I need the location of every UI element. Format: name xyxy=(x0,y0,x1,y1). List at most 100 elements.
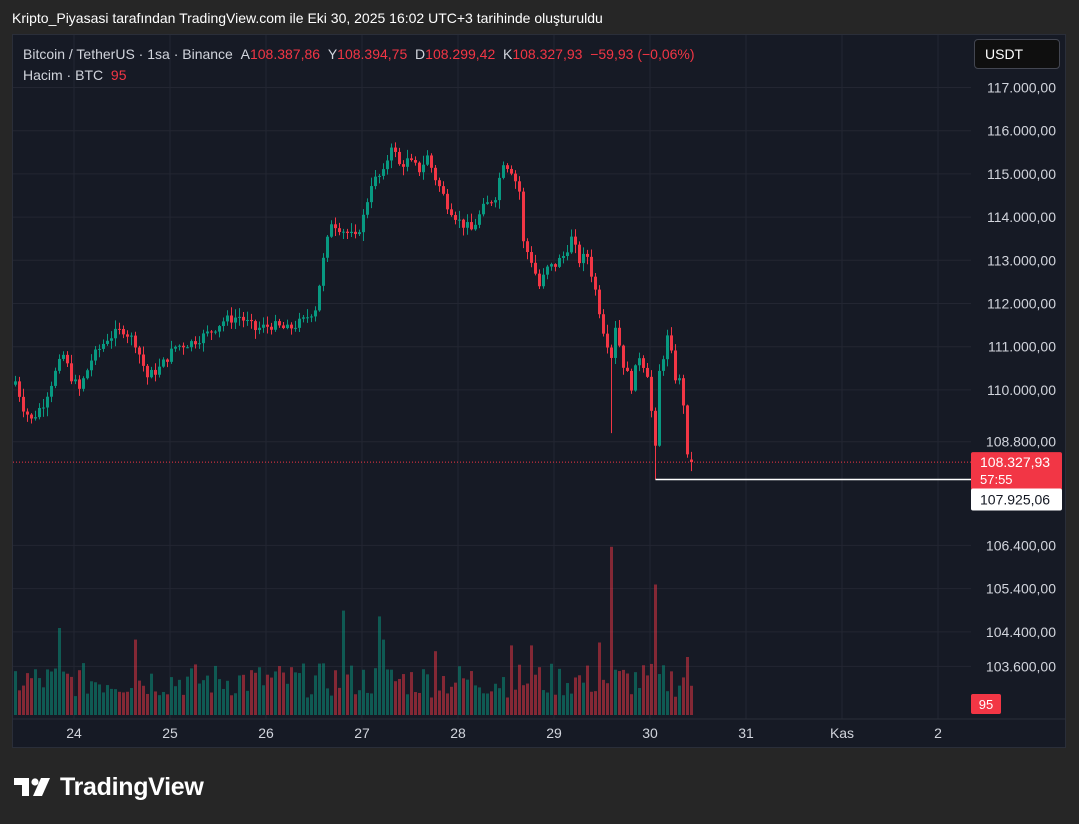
candle-body xyxy=(650,376,653,411)
volume-value: 95 xyxy=(110,67,127,83)
symbol-title[interactable]: Bitcoin / TetherUS · 1sa · Binance xyxy=(23,46,233,62)
chart-panel[interactable]: 117.000,00 116.000,00 115.000,00 114.000,00… xyxy=(12,34,1066,748)
volume-bar xyxy=(270,677,273,715)
candle-body xyxy=(342,231,345,233)
volume-bar xyxy=(294,672,297,715)
volume-bar xyxy=(102,692,105,715)
candle-body xyxy=(18,381,21,397)
volume-bar xyxy=(46,669,49,715)
candle-body xyxy=(86,370,89,379)
candle-body xyxy=(230,315,233,323)
volume-bar xyxy=(418,692,421,715)
volume-bar xyxy=(230,695,233,715)
volume-bar xyxy=(630,694,633,715)
tradingview-icon xyxy=(14,778,50,796)
volume-bar xyxy=(218,679,221,715)
candle-body xyxy=(666,335,669,360)
candle-body xyxy=(586,253,589,257)
marked-level-badge xyxy=(971,488,1062,511)
volume-legend: Hacim · BTC 95 xyxy=(23,67,126,83)
candle-body xyxy=(226,315,229,322)
candle-body xyxy=(214,331,217,333)
candle-body xyxy=(58,358,61,371)
volume-bar xyxy=(254,672,257,715)
volume-bar xyxy=(350,665,353,715)
volume-bar xyxy=(518,664,521,715)
candle-body xyxy=(70,363,73,382)
candle-body xyxy=(498,177,501,201)
volume-bar xyxy=(162,691,165,715)
price-tick-label: 111.000,00 xyxy=(988,339,1056,355)
volume-bar xyxy=(442,676,445,715)
candle-body xyxy=(610,347,613,358)
candle-body xyxy=(654,410,657,446)
volume-bar xyxy=(510,645,513,715)
candle-body xyxy=(126,334,129,337)
candle-body xyxy=(142,354,145,366)
candle-body xyxy=(490,202,493,204)
volume-bar xyxy=(606,683,609,715)
last-price-badge xyxy=(971,452,1062,491)
volume-bar xyxy=(210,692,213,715)
price-tick-label: 114.000,00 xyxy=(987,209,1056,225)
volume-bar xyxy=(106,685,109,715)
candle-body xyxy=(382,169,385,176)
candle-body xyxy=(350,231,353,234)
volume-bar xyxy=(238,675,241,715)
volume-bar xyxy=(246,690,249,715)
candle-body xyxy=(62,354,65,359)
candle-body xyxy=(206,331,209,334)
volume-bar xyxy=(558,668,561,715)
price-tick-label: 108.800,00 xyxy=(986,434,1056,450)
price-tick-label: 116.000,00 xyxy=(987,123,1056,139)
candle-body xyxy=(506,165,509,169)
candle-body xyxy=(30,414,33,419)
volume-bar xyxy=(538,667,541,715)
volume-bar xyxy=(314,675,317,715)
volume-bar xyxy=(674,696,677,715)
volume-bar xyxy=(142,685,145,715)
time-tick-label: Kas xyxy=(830,725,854,741)
volume-bar xyxy=(30,678,33,715)
volume-bar xyxy=(434,651,437,715)
candle-body xyxy=(626,367,629,371)
volume-bar xyxy=(474,685,477,715)
volume-bar xyxy=(110,688,113,715)
volume-bar xyxy=(610,546,613,715)
candle-body xyxy=(470,222,473,230)
volume-label[interactable]: Hacim · BTC xyxy=(23,67,104,83)
volume-bar xyxy=(338,687,341,715)
volume-bar xyxy=(334,670,337,715)
candle-body xyxy=(618,327,621,346)
price-tick-label: 117.000,00 xyxy=(987,80,1056,96)
volume-bar xyxy=(282,672,285,715)
candle-body xyxy=(438,180,441,187)
candle-body xyxy=(522,191,525,242)
candle-body xyxy=(562,256,565,258)
time-tick-label: 25 xyxy=(162,725,178,741)
candle-body xyxy=(358,232,361,235)
close-value: 108.327,93 xyxy=(512,46,583,62)
currency-button[interactable]: USDT xyxy=(974,39,1060,69)
volume-bar xyxy=(134,639,137,715)
volume-bar xyxy=(354,694,357,715)
candle-body xyxy=(254,321,257,331)
volume-bar xyxy=(226,680,229,715)
price-tick-label: 106.400,00 xyxy=(986,537,1056,553)
volume-bar xyxy=(74,696,77,715)
volume-bar xyxy=(66,673,69,715)
candle-body xyxy=(326,236,329,258)
candle-body xyxy=(482,203,485,215)
chart-caption: Kripto_Piyasasi tarafından TradingView.c… xyxy=(12,10,603,26)
time-tick-label: 26 xyxy=(258,725,274,741)
price-chart[interactable]: 117.000,00 116.000,00 115.000,00 114.000,00… xyxy=(13,35,1066,748)
candle-body xyxy=(202,333,205,344)
volume-bar xyxy=(174,686,177,715)
candle-body xyxy=(66,354,69,364)
volume-bar xyxy=(478,687,481,715)
candle-body xyxy=(606,333,609,348)
volume-bar xyxy=(486,693,489,715)
candle-body xyxy=(318,285,321,311)
open-value: 108.387,86 xyxy=(249,46,321,62)
candle-body xyxy=(682,378,685,406)
